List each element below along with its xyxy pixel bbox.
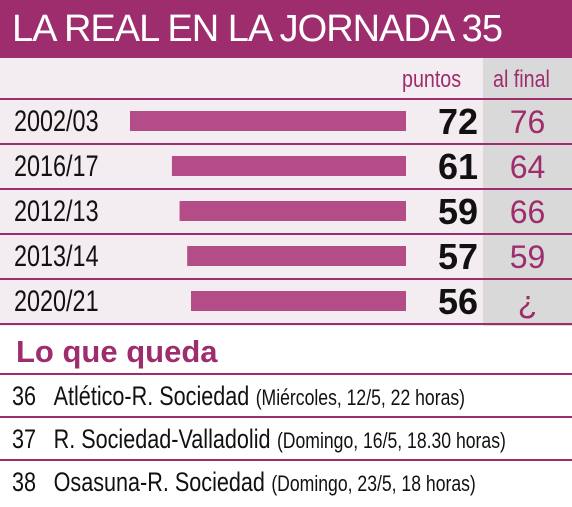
match-date: (Miércoles, 12/5, 22 horas) — [255, 385, 466, 410]
bar-chart — [130, 111, 406, 311]
points-value: 56 — [437, 281, 478, 322]
final-column-header: al final — [493, 66, 550, 93]
match-number: 36 — [12, 381, 37, 411]
row-separator — [0, 98, 572, 100]
bar-2013/14 — [187, 246, 406, 266]
match-separator — [0, 459, 572, 461]
match-teams: Osasuna-R. Sociedad — [53, 467, 265, 497]
final-value: 76 — [509, 104, 546, 140]
row-separator — [0, 278, 572, 280]
match-text: 38 Osasuna-R. Sociedad (Domingo, 23/5, 18 … — [12, 461, 476, 503]
match-number: 37 — [12, 424, 37, 454]
match-teams: R. Sociedad-Valladolid — [53, 424, 271, 454]
final-column-background — [483, 58, 572, 326]
match-separator — [0, 416, 572, 418]
row-separator — [0, 323, 572, 325]
chart-title: LA REAL EN LA JORNADA 35 — [0, 0, 572, 58]
remaining-title: Lo que queda — [16, 334, 218, 369]
row-separator — [0, 188, 572, 190]
final-value: 66 — [509, 194, 546, 230]
bar-2016/17 — [171, 156, 406, 176]
bar-2020/21 — [191, 291, 406, 311]
final-value: ¿ — [517, 284, 538, 320]
match-text: 36 Atlético-R. Sociedad (Miércoles, 12/5, … — [12, 375, 465, 417]
season-label: 2002/03 — [14, 105, 99, 138]
points-value: 61 — [437, 146, 478, 187]
points-value: 57 — [437, 236, 478, 277]
points-value: 72 — [437, 101, 478, 142]
match-row: 36 Atlético-R. Sociedad (Miércoles, 12/5, … — [0, 375, 572, 417]
final-value: 59 — [509, 239, 546, 275]
bar-2002/03 — [130, 111, 406, 131]
match-date: (Domingo, 23/5, 18 horas) — [271, 471, 476, 496]
row-separator — [0, 233, 572, 235]
match-text: 37 R. Sociedad-Valladolid (Domingo, 16/5, … — [12, 418, 506, 460]
match-date: (Domingo, 16/5, 18.30 horas) — [276, 428, 506, 453]
bar-2012/13 — [179, 201, 406, 221]
match-row: 37 R. Sociedad-Valladolid (Domingo, 16/5, … — [0, 418, 572, 460]
season-label: 2020/21 — [14, 285, 99, 318]
season-label: 2016/17 — [14, 150, 99, 183]
match-separator — [0, 373, 572, 375]
season-label: 2013/14 — [14, 240, 99, 273]
match-number: 38 — [12, 467, 37, 497]
match-teams: Atlético-R. Sociedad — [53, 381, 250, 411]
final-value: 64 — [509, 149, 546, 185]
points-value: 59 — [437, 191, 478, 232]
points-column-header: puntos — [402, 66, 462, 93]
row-separator — [0, 143, 572, 145]
season-label: 2012/13 — [14, 195, 99, 228]
chart-panel — [0, 58, 572, 326]
match-row: 38 Osasuna-R. Sociedad (Domingo, 23/5, 18 … — [0, 461, 572, 503]
